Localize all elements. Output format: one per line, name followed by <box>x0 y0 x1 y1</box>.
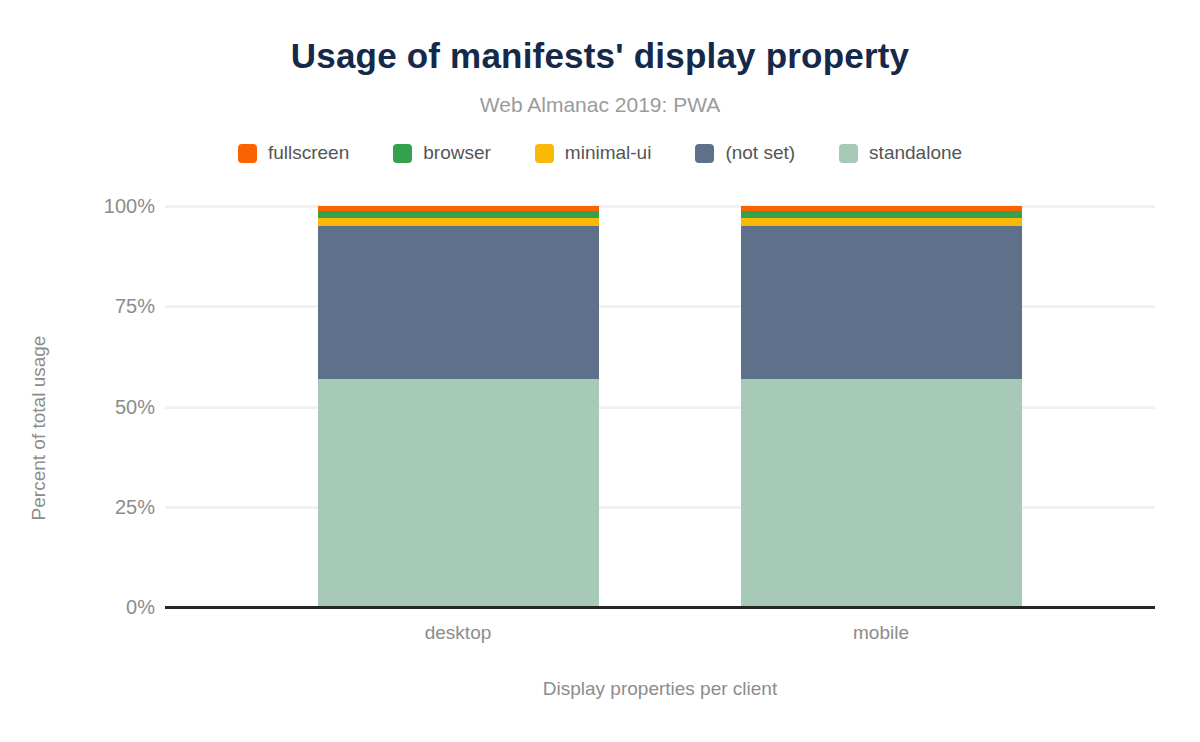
chart-container: Usage of manifests' display property Web… <box>0 0 1200 742</box>
legend-item-standalone: standalone <box>839 142 962 164</box>
bar-segment-mobile-minimal-ui[interactable] <box>741 218 1022 226</box>
plot-area <box>165 206 1155 607</box>
bar-segment-mobile-standalone[interactable] <box>741 379 1022 607</box>
y-tick-label-25: 25% <box>20 496 155 518</box>
x-category-label-mobile: mobile <box>853 622 909 644</box>
legend-item-not-set: (not set) <box>695 142 795 164</box>
legend-item-fullscreen: fullscreen <box>238 142 349 164</box>
bar-segment-desktop-minimal-ui[interactable] <box>318 218 599 226</box>
x-category-label-desktop: desktop <box>425 622 492 644</box>
legend-swatch-not-set <box>695 144 714 163</box>
legend-swatch-browser <box>393 144 412 163</box>
y-tick-label-0: 0% <box>20 596 155 618</box>
legend: fullscreen browser minimal-ui (not set) stan… <box>0 142 1200 164</box>
bar-segment-desktop-standalone[interactable] <box>318 379 599 607</box>
legend-label-minimal-ui: minimal-ui <box>565 142 652 164</box>
legend-item-minimal-ui: minimal-ui <box>535 142 652 164</box>
legend-label-standalone: standalone <box>869 142 962 164</box>
bar-desktop <box>318 206 599 607</box>
y-axis-title: Percent of total usage <box>28 336 50 521</box>
legend-label-not-set: (not set) <box>725 142 795 164</box>
chart-subtitle: Web Almanac 2019: PWA <box>0 93 1200 117</box>
legend-swatch-fullscreen <box>238 144 257 163</box>
legend-swatch-standalone <box>839 144 858 163</box>
legend-label-fullscreen: fullscreen <box>268 142 349 164</box>
y-tick-label-100: 100% <box>20 195 155 217</box>
legend-label-browser: browser <box>423 142 491 164</box>
y-tick-label-50: 50% <box>20 396 155 418</box>
legend-item-browser: browser <box>393 142 491 164</box>
bar-segment-mobile-not-set[interactable] <box>741 226 1022 379</box>
bar-segment-desktop-browser[interactable] <box>318 211 599 218</box>
bar-segment-mobile-browser[interactable] <box>741 211 1022 218</box>
legend-swatch-minimal-ui <box>535 144 554 163</box>
y-tick-label-75: 75% <box>20 295 155 317</box>
bar-mobile <box>741 206 1022 607</box>
x-axis-line <box>165 606 1155 609</box>
bar-segment-desktop-not-set[interactable] <box>318 226 599 379</box>
x-axis-title: Display properties per client <box>543 678 777 700</box>
chart-title: Usage of manifests' display property <box>0 36 1200 76</box>
